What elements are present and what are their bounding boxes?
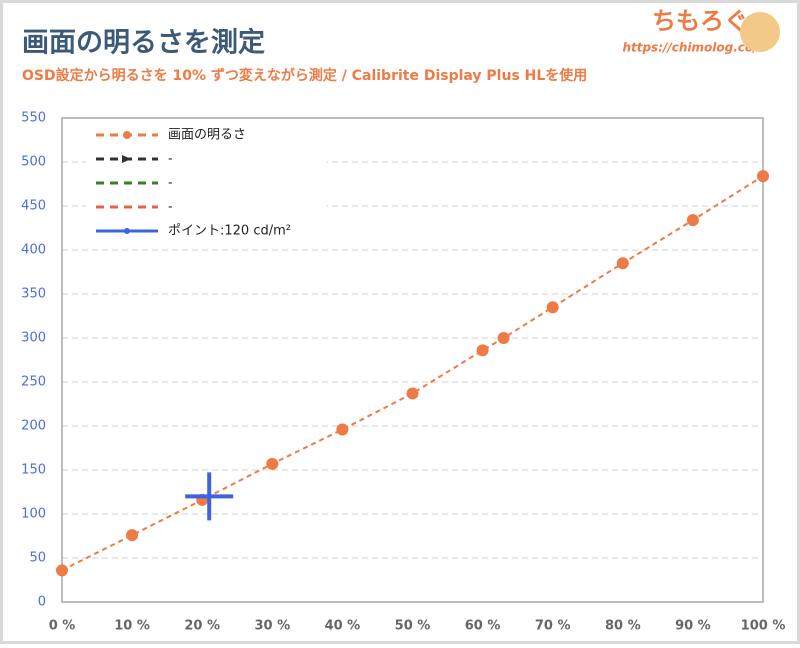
y-tick-label: 100 [21,507,46,522]
chart-subtitle: OSD設定から明るさを 10% ずつ変えながら測定 / Calibrite Di… [22,67,587,84]
legend-label: - [168,200,173,215]
legend-label: - [168,152,173,167]
x-tick-label: 60 % [465,619,501,634]
panel [3,3,797,641]
y-tick-label: 200 [21,419,46,434]
point [616,257,629,270]
y-tick-label: 50 [29,551,46,566]
brand-url: https://chimolog.co/ [622,41,759,55]
x-tick-label: 80 % [605,619,641,634]
y-tick-label: 250 [21,375,46,390]
x-tick-label: 10 % [114,619,150,634]
y-tick-label: 150 [21,463,46,478]
chart-title: 画面の明るさを測定 [22,27,265,59]
point [476,344,489,357]
y-tick-label: 0 [38,595,46,610]
y-tick-label: 550 [21,111,46,126]
y-tick-label: 400 [21,243,46,258]
brand-name: ちもろぐ [652,7,748,35]
point [56,564,68,577]
y-tick-label: 500 [21,155,46,170]
legend-marker [124,228,130,234]
plot-frame [61,117,764,603]
legend-label: 画面の明るさ [168,128,246,143]
x-tick-label: 50 % [395,619,431,634]
point [546,301,559,314]
legend-label: ポイント:120 cd/m² [168,224,291,239]
x-tick-label: 90 % [675,619,711,634]
point [126,529,139,542]
x-tick-label: 20 % [184,619,220,634]
x-tick-label: 30 % [254,619,290,634]
point [757,170,769,183]
point [497,332,510,344]
point [406,387,419,400]
legend-marker [122,155,131,163]
y-tick-label: 450 [21,199,46,214]
legend-box [86,122,326,248]
series-line [61,175,764,572]
point [336,423,349,436]
point [686,214,699,227]
x-tick-label: 0 % [49,619,76,634]
point [123,131,131,139]
y-tick-label: 350 [21,287,46,302]
point [266,457,279,470]
x-tick-label: 40 % [325,619,361,634]
y-tick-label: 300 [21,331,46,346]
legend-label: - [168,176,173,191]
point [185,472,234,521]
x-tick-label: 100 % [741,619,786,634]
x-tick-label: 70 % [535,619,571,634]
mascot [740,12,780,52]
